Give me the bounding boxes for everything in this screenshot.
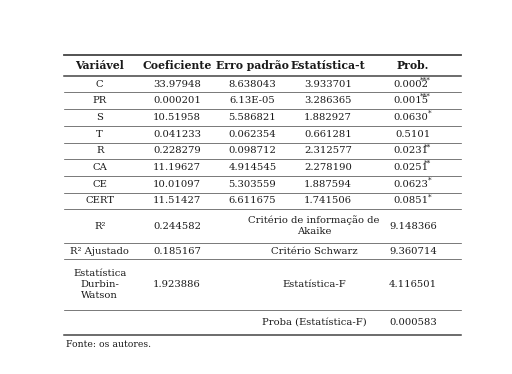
Text: 1.882927: 1.882927 xyxy=(304,113,352,122)
Text: 10.01097: 10.01097 xyxy=(153,180,201,189)
Text: 0.228279: 0.228279 xyxy=(153,146,201,155)
Text: 11.19627: 11.19627 xyxy=(153,163,201,172)
Text: C: C xyxy=(96,80,103,89)
Text: Estatística-F: Estatística-F xyxy=(282,280,346,289)
Text: 6.13E-05: 6.13E-05 xyxy=(229,96,275,105)
Text: *: * xyxy=(428,177,431,184)
Text: 0.5101: 0.5101 xyxy=(396,130,431,139)
Text: 1.923886: 1.923886 xyxy=(153,280,201,289)
Text: 0.185167: 0.185167 xyxy=(153,246,201,255)
Text: 9.360714: 9.360714 xyxy=(389,246,437,255)
Text: CA: CA xyxy=(92,163,107,172)
Text: R²: R² xyxy=(94,221,105,230)
Text: 3.933701: 3.933701 xyxy=(304,80,352,89)
Text: 10.51958: 10.51958 xyxy=(153,113,201,122)
Text: CERT: CERT xyxy=(85,196,114,205)
Text: Estatística-t: Estatística-t xyxy=(290,60,365,71)
Text: 0.0851: 0.0851 xyxy=(394,196,429,205)
Text: **: ** xyxy=(424,143,431,151)
Text: 0.062354: 0.062354 xyxy=(228,130,276,139)
Text: Proba (Estatística-F): Proba (Estatística-F) xyxy=(262,318,367,327)
Text: Fonte: os autores.: Fonte: os autores. xyxy=(66,340,151,349)
Text: 1.887594: 1.887594 xyxy=(304,180,352,189)
Text: 1.741506: 1.741506 xyxy=(304,196,352,205)
Text: 5.586821: 5.586821 xyxy=(228,113,276,122)
Text: 0.0015: 0.0015 xyxy=(394,96,429,105)
Text: 0.041233: 0.041233 xyxy=(153,130,201,139)
Text: 8.638043: 8.638043 xyxy=(228,80,276,89)
Text: ***: *** xyxy=(420,76,431,84)
Text: 0.0630: 0.0630 xyxy=(394,113,429,122)
Text: Coeficiente: Coeficiente xyxy=(142,60,212,71)
Text: 0.000201: 0.000201 xyxy=(153,96,201,105)
Text: *: * xyxy=(428,193,431,201)
Text: 11.51427: 11.51427 xyxy=(153,196,201,205)
Text: 2.312577: 2.312577 xyxy=(304,146,352,155)
Text: 6.611675: 6.611675 xyxy=(229,196,276,205)
Text: PR: PR xyxy=(93,96,107,105)
Text: Variável: Variável xyxy=(75,60,124,71)
Text: 3.286365: 3.286365 xyxy=(304,96,352,105)
Text: S: S xyxy=(96,113,103,122)
Text: 0.000583: 0.000583 xyxy=(389,318,437,327)
Text: 9.148366: 9.148366 xyxy=(389,221,437,230)
Text: Critério de informação de
Akaike: Critério de informação de Akaike xyxy=(248,215,380,236)
Text: Erro padrão: Erro padrão xyxy=(216,60,289,71)
Text: *: * xyxy=(428,110,431,118)
Text: 0.661281: 0.661281 xyxy=(304,130,352,139)
Text: 4.116501: 4.116501 xyxy=(389,280,437,289)
Text: ***: *** xyxy=(420,93,431,101)
Text: T: T xyxy=(96,130,103,139)
Text: 0.0623: 0.0623 xyxy=(394,180,429,189)
Text: 5.303559: 5.303559 xyxy=(228,180,276,189)
Text: 4.914545: 4.914545 xyxy=(228,163,276,172)
Text: R: R xyxy=(96,146,103,155)
Text: Estatística
Durbin-
Watson: Estatística Durbin- Watson xyxy=(73,269,126,300)
Text: Critério Schwarz: Critério Schwarz xyxy=(271,246,357,255)
Text: Prob.: Prob. xyxy=(397,60,430,71)
Text: 33.97948: 33.97948 xyxy=(153,80,201,89)
Text: R² Ajustado: R² Ajustado xyxy=(70,246,129,255)
Text: **: ** xyxy=(424,160,431,168)
Text: 0.0002: 0.0002 xyxy=(394,80,429,89)
Text: 2.278190: 2.278190 xyxy=(304,163,352,172)
Text: 0.244582: 0.244582 xyxy=(153,221,201,230)
Text: 0.098712: 0.098712 xyxy=(228,146,276,155)
Text: 0.0251: 0.0251 xyxy=(394,163,429,172)
Text: CE: CE xyxy=(92,180,107,189)
Text: 0.0231: 0.0231 xyxy=(394,146,429,155)
